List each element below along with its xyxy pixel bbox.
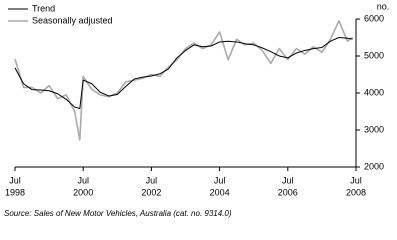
legend-label: Seasonally adjusted bbox=[32, 15, 113, 25]
chart: no. Source: Sales of New Motor Vehicles,… bbox=[4, 1, 390, 218]
x-tick-year: 2000 bbox=[73, 187, 93, 197]
x-tick-label: Jul bbox=[77, 175, 89, 185]
y-tick-label: 6000 bbox=[364, 13, 384, 23]
line bbox=[14, 37, 353, 110]
x-tick-label: Jul bbox=[9, 175, 21, 185]
x-tick-year: 2002 bbox=[141, 187, 161, 197]
x-tick-label: Jul bbox=[146, 175, 158, 185]
y-tick-label: 3000 bbox=[364, 124, 384, 134]
x-tick-year: 2008 bbox=[346, 187, 366, 197]
legend-label: Trend bbox=[32, 3, 55, 13]
y-tick-label: 5000 bbox=[364, 50, 384, 60]
y-axis-label: no. bbox=[377, 1, 390, 11]
x-tick-label: Jul bbox=[214, 175, 226, 185]
x-tick-label: Jul bbox=[282, 175, 294, 185]
y-tick-label: 4000 bbox=[364, 87, 384, 97]
line bbox=[14, 20, 354, 141]
x-tick-year: 1998 bbox=[5, 187, 25, 197]
x-tick-year: 2004 bbox=[210, 187, 230, 197]
x-tick-label: Jul bbox=[350, 175, 362, 185]
x-tick-year: 2006 bbox=[278, 187, 298, 197]
page: no. Source: Sales of New Motor Vehicles,… bbox=[4, 1, 390, 219]
y-tick-label: 2000 bbox=[364, 161, 384, 171]
source: Source: Sales of New Motor Vehicles, Aus… bbox=[4, 209, 232, 218]
